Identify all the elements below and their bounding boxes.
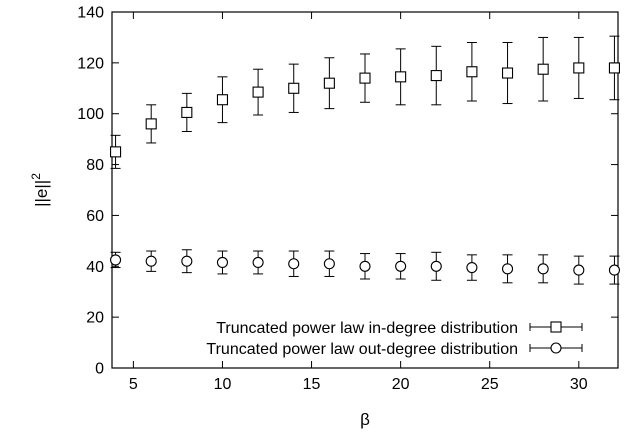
- x-tick-label: 5: [129, 376, 138, 393]
- y-tick-label: 0: [95, 361, 104, 378]
- y-axis-label-base: ||e||: [32, 180, 51, 207]
- y-tick-label: 80: [86, 157, 104, 174]
- data-point: [501, 263, 514, 275]
- data-point: [395, 260, 407, 272]
- data-point: [537, 63, 549, 75]
- x-tick-label: 15: [303, 376, 321, 393]
- legend-label: Truncated power law in-degree distributi…: [216, 320, 518, 337]
- data-point: [430, 260, 442, 272]
- data-point: [288, 258, 300, 270]
- legend-label: Truncated power law out-degree distribut…: [206, 341, 518, 358]
- legend-marker: [550, 321, 562, 333]
- data-point: [323, 258, 335, 270]
- y-axis-label: ||e||2: [29, 173, 51, 207]
- data-point: [323, 77, 335, 89]
- x-tick-label: 30: [570, 376, 588, 393]
- x-tick-label: 20: [392, 376, 410, 393]
- legend: Truncated power law in-degree distributi…: [206, 320, 583, 358]
- y-axis-label-group: ||e||2: [29, 173, 51, 207]
- data-point: [359, 260, 371, 272]
- x-axis-label: β: [360, 410, 370, 429]
- y-axis-label-superscript: 2: [29, 173, 43, 180]
- x-tick-label: 25: [481, 376, 499, 393]
- data-point: [573, 264, 585, 276]
- data-point: [110, 254, 122, 266]
- data-point: [430, 70, 442, 82]
- plot-frame: [111, 11, 619, 369]
- data-point: [288, 82, 300, 94]
- data-point: [145, 255, 157, 267]
- y-tick-label: 100: [77, 106, 104, 123]
- data-point: [110, 146, 122, 158]
- series-1: [110, 35, 620, 169]
- series-layer: [110, 35, 620, 285]
- y-tick-label: 140: [77, 5, 104, 22]
- data-point: [466, 262, 478, 274]
- data-point: [359, 72, 371, 84]
- x-tick-label: 10: [214, 376, 232, 393]
- legend-marker: [550, 342, 562, 354]
- data-point: [216, 256, 229, 269]
- data-point: [537, 263, 549, 275]
- data-point: [395, 71, 407, 83]
- data-point: [181, 255, 193, 267]
- data-point: [181, 106, 193, 118]
- y-tick-label: 60: [86, 208, 104, 225]
- data-point: [145, 118, 157, 130]
- data-point: [608, 264, 620, 276]
- y-tick-label: 40: [86, 259, 104, 276]
- data-point: [501, 67, 514, 79]
- data-point: [608, 62, 620, 74]
- series-2: [110, 249, 620, 285]
- data-point: [466, 66, 478, 78]
- y-tick-label: 120: [77, 55, 104, 72]
- axis-ticks: 0 20 40 60 80 100 120 140 5 10 15 20 25 30: [77, 5, 618, 393]
- data-point: [216, 94, 229, 106]
- y-tick-label: 20: [86, 310, 104, 327]
- data-point: [252, 86, 264, 98]
- data-point: [252, 256, 264, 269]
- data-point: [573, 62, 585, 74]
